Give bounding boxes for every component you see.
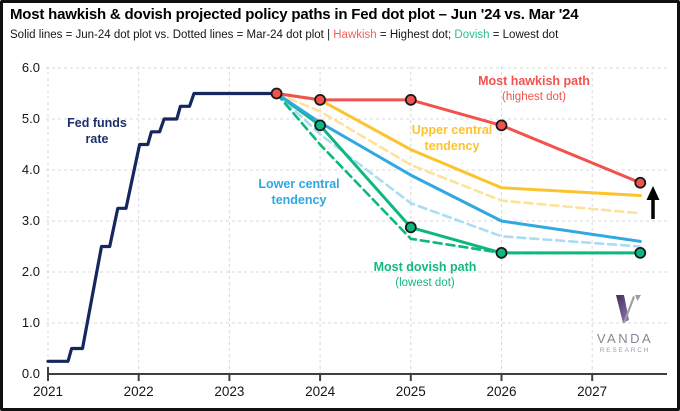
series-line-most-dovish-mar24 bbox=[275, 92, 642, 255]
series-line-upper-central-tendency-mar24 bbox=[275, 92, 642, 215]
x-tick-label-2024: 2024 bbox=[305, 384, 336, 399]
x-tick-label-2025: 2025 bbox=[395, 384, 426, 399]
vanda-logo-text: VANDA bbox=[596, 331, 654, 346]
subtitle-highest-dot: = Highest dot; bbox=[376, 29, 455, 41]
y-tick-label-0.0: 0.0 bbox=[21, 366, 40, 381]
hawkish-legend-text: Hawkish bbox=[333, 29, 377, 41]
vanda-research-text: RESEARCH bbox=[599, 347, 651, 354]
subtitle-lowest-dot: = Lowest dot bbox=[489, 29, 559, 41]
y-tick-label-5.0: 5.0 bbox=[21, 111, 40, 126]
series-line-lower-central-tendency-jun24 bbox=[275, 92, 642, 243]
subtitle-solid-vs-dotted: Solid lines = Jun-24 dot plot vs. Dotted… bbox=[10, 29, 334, 41]
series-line-fed-funds-history bbox=[46, 91, 279, 363]
most-hawkish-path-label: Most hawkish path (highest dot) bbox=[478, 74, 590, 103]
dot-marker-most-hawkish-jun24 bbox=[314, 93, 327, 106]
dot-marker-most-hawkish-jun24 bbox=[404, 93, 417, 106]
chart-subtitle: Solid lines = Jun-24 dot plot vs. Dotted… bbox=[10, 29, 558, 41]
y-tick-label-3.0: 3.0 bbox=[21, 213, 40, 228]
x-tick-label-2026: 2026 bbox=[486, 384, 517, 399]
fed-funds-rate-label: Fed funds rate bbox=[67, 116, 127, 146]
x-tick-label-2023: 2023 bbox=[214, 384, 245, 399]
vanda-research-logo: VANDA RESEARCH bbox=[585, 294, 665, 354]
up-arrow-icon bbox=[646, 186, 660, 200]
dot-marker-most-hawkish-jun24 bbox=[495, 119, 508, 132]
most-dovish-path-label: Most dovish path (lowest dot) bbox=[373, 260, 477, 289]
dovish-legend-text: Dovish bbox=[454, 29, 490, 41]
x-tick-label-2022: 2022 bbox=[123, 384, 154, 399]
dot-marker-most-dovish-jun24 bbox=[495, 246, 508, 259]
chart-title: Most hawkish & dovish projected policy p… bbox=[10, 6, 579, 23]
dot-marker-most-dovish-jun24 bbox=[404, 221, 417, 234]
upper-central-tendency-label: Upper central tendency bbox=[411, 123, 493, 153]
series-line-lower-central-tendency-mar24 bbox=[275, 92, 642, 248]
dot-marker-most-dovish-jun24 bbox=[634, 246, 647, 259]
x-tick-label-2027: 2027 bbox=[577, 384, 608, 399]
x-tick-label-2021: 2021 bbox=[32, 384, 64, 399]
y-tick-label-6.0: 6.0 bbox=[21, 60, 40, 75]
vanda-v-icon bbox=[616, 295, 641, 323]
y-tick-label-2.0: 2.0 bbox=[21, 264, 40, 279]
dot-marker-most-hawkish-jun24 bbox=[634, 176, 647, 189]
y-tick-label-1.0: 1.0 bbox=[21, 315, 40, 330]
dot-marker-most-hawkish-jun24 bbox=[270, 87, 283, 100]
y-tick-label-4.0: 4.0 bbox=[21, 162, 40, 177]
dot-marker-most-dovish-jun24 bbox=[314, 119, 327, 132]
lower-central-tendency-label: Lower central tendency bbox=[258, 177, 340, 207]
